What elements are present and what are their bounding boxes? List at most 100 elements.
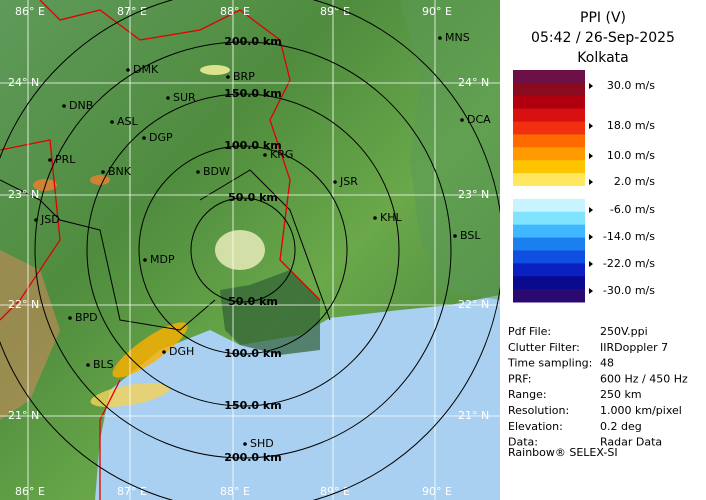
info-value: 600 Hz / 450 Hz	[600, 372, 688, 385]
city-label: MDP	[150, 253, 175, 266]
city-label: DCA	[467, 113, 491, 126]
legend-tick	[589, 207, 593, 213]
sundarbans	[220, 270, 320, 355]
city-dot	[453, 234, 457, 238]
ring-label: 100.0 km	[224, 139, 281, 152]
city-dot	[34, 218, 38, 222]
color-band	[513, 70, 585, 84]
info-key: Resolution:	[508, 404, 569, 417]
city-label: KHL	[380, 211, 402, 224]
legend-label: 18.0 m/s	[607, 119, 655, 132]
panel-time: 05:42 / 26-Sep-2025	[531, 30, 675, 46]
city-dot	[460, 118, 464, 122]
lat-label: 21° N	[8, 409, 39, 422]
info-key: Time sampling:	[507, 357, 592, 370]
color-band	[513, 121, 585, 135]
ring-label: 200.0 km	[224, 35, 281, 48]
legend-tick	[589, 123, 593, 129]
city-dot	[166, 96, 170, 100]
lat-label: 24° N	[8, 76, 39, 89]
lat-label: 23° N	[8, 188, 39, 201]
info-value: 1.000 km/pixel	[600, 404, 682, 417]
color-band	[513, 134, 585, 148]
city-dot	[263, 153, 267, 157]
info-value: 250V.ppi	[600, 325, 648, 338]
map: 86° E 86° E 87° E 87° E 88° E 88° E 89° E 89° E…	[0, 0, 500, 500]
info-key: Range:	[508, 388, 547, 401]
color-band	[513, 211, 585, 226]
city-dot	[143, 258, 147, 262]
color-band	[513, 198, 585, 213]
city-dot	[162, 350, 166, 354]
ring-label: 150.0 km	[224, 399, 281, 412]
city-dot	[126, 68, 130, 72]
city-dot	[243, 442, 247, 446]
city-label: BPD	[75, 311, 98, 324]
city-label: JSR	[339, 175, 358, 188]
city-label: DGP	[149, 131, 173, 144]
ring-label: 150.0 km	[224, 87, 281, 100]
city-label: PRL	[55, 153, 76, 166]
city-dot	[373, 216, 377, 220]
city-dot	[86, 363, 90, 367]
footer: Rainbow® SELEX-SI	[508, 446, 618, 459]
lon-label: 89° E	[320, 5, 350, 18]
color-band	[513, 82, 585, 97]
legend-tick	[589, 83, 593, 89]
range-ring	[34, 41, 452, 459]
city-dot	[48, 158, 52, 162]
city-label: BLS	[93, 358, 114, 371]
legend-tick	[589, 179, 593, 185]
ring-label: 200.0 km	[224, 451, 281, 464]
legend-label: 30.0 m/s	[607, 79, 655, 92]
legend-label: 10.0 m/s	[607, 149, 655, 162]
city-label: BRP	[233, 70, 255, 83]
city-label: BDW	[203, 165, 230, 178]
city-dot	[110, 120, 114, 124]
city-label: BSL	[460, 229, 481, 242]
city-label: DGH	[169, 345, 194, 358]
color-band	[513, 147, 585, 161]
city-label: DMK	[133, 63, 159, 76]
color-band	[513, 95, 585, 110]
lon-label: 90° E	[422, 5, 452, 18]
city-dot	[226, 75, 230, 79]
city-dot	[101, 170, 105, 174]
color-band	[513, 276, 585, 290]
lon-label: 87° E	[117, 485, 147, 498]
info-key: Pdf File:	[508, 325, 551, 338]
city-dot	[142, 136, 146, 140]
info-value: Radar Data	[600, 436, 662, 449]
panel-station: Kolkata	[577, 50, 628, 66]
graticule: 86° E 86° E 87° E 87° E 88° E 88° E 89° E 89° E…	[0, 0, 500, 500]
highland	[0, 250, 60, 420]
colorbar: 30.0 m/s 18.0 m/s 10.0 m/s 2.0 m/s -6.0 m/s -…	[513, 70, 655, 303]
legend-tick	[589, 234, 593, 240]
info-value: 250 km	[600, 388, 642, 401]
city-dot	[438, 36, 442, 40]
info-key: Data:	[508, 436, 538, 449]
color-band	[513, 108, 585, 123]
legend-label: -22.0 m/s	[603, 257, 655, 270]
city-dot	[333, 180, 337, 184]
legend-label: 2.0 m/s	[614, 175, 655, 188]
legend-tick	[589, 261, 593, 267]
city-dot	[68, 316, 72, 320]
lon-label: 89° E	[320, 485, 350, 498]
info-key: Clutter Filter:	[508, 341, 580, 354]
color-band	[513, 250, 585, 264]
city-label: SUR	[173, 91, 196, 104]
info-value: 48	[600, 357, 614, 370]
city-label: MNS	[445, 31, 470, 44]
info-value: IIRDoppler 7	[600, 341, 668, 354]
info-key: PRF:	[508, 372, 531, 385]
lat-label: 21° N	[458, 409, 489, 422]
lat-label: 24° N	[458, 76, 489, 89]
legend-label: -30.0 m/s	[603, 284, 655, 297]
city-label: JSD	[40, 213, 60, 226]
district-borders	[0, 169, 331, 331]
color-band	[513, 160, 585, 174]
city-dot	[62, 104, 66, 108]
color-band	[513, 224, 585, 239]
lat-label: 23° N	[458, 188, 489, 201]
